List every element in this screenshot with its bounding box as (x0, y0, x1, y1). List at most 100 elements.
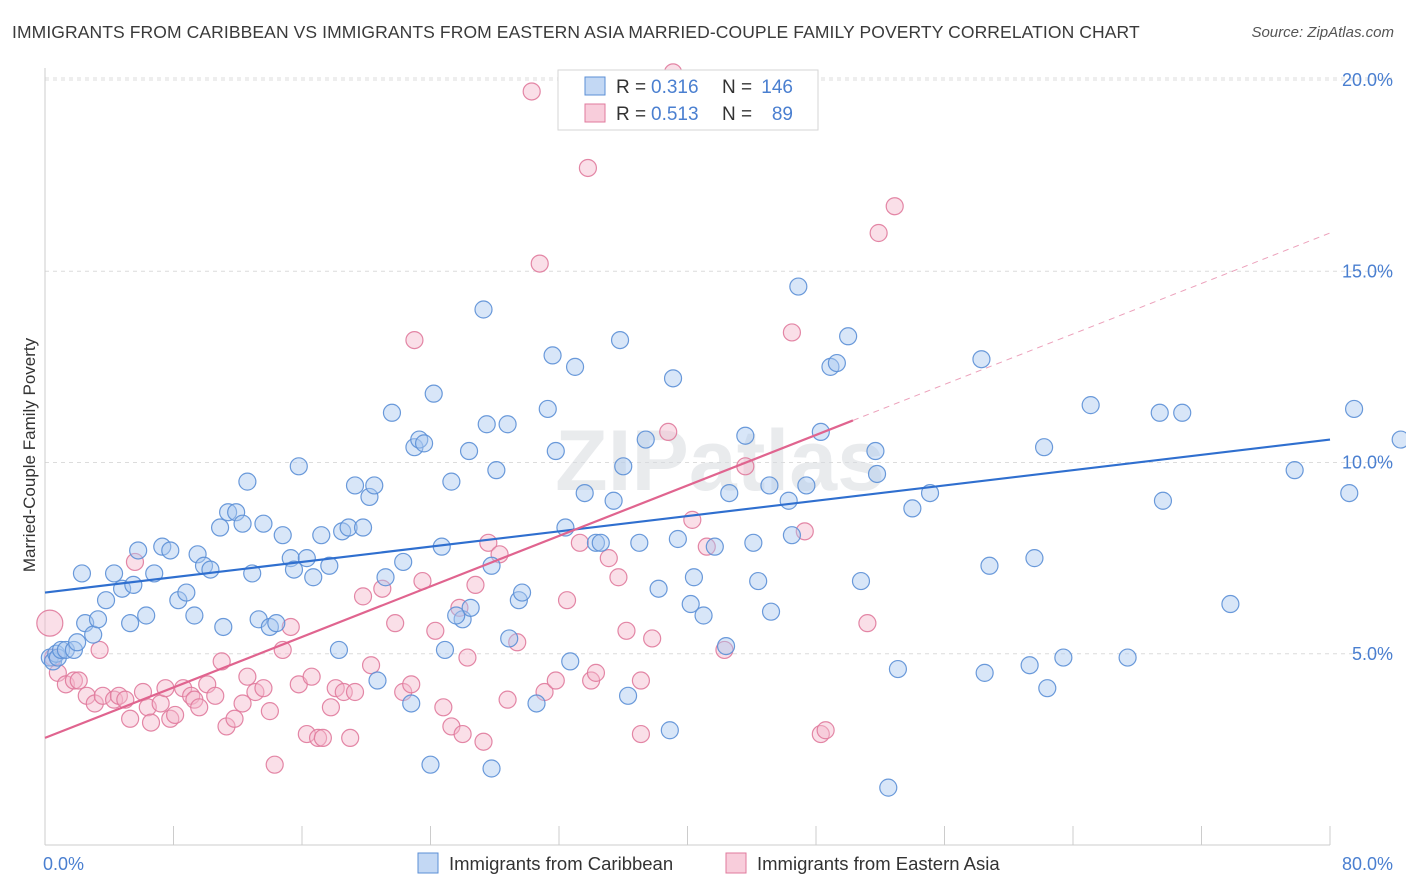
data-point (866, 441, 885, 461)
data-point (360, 487, 379, 507)
data-point (1054, 648, 1073, 667)
data-point (888, 659, 908, 679)
y-tick-label: 15.0% (1342, 261, 1393, 281)
data-point (104, 564, 124, 583)
data-point (72, 564, 92, 583)
data-point (705, 537, 724, 556)
data-point (975, 663, 994, 682)
data-point (749, 571, 768, 591)
data-point (442, 472, 461, 491)
data-point (145, 564, 164, 583)
data-point (426, 621, 445, 640)
data-point (586, 533, 606, 552)
data-point (565, 357, 585, 376)
trend-lines (44, 232, 1331, 739)
data-point (320, 556, 339, 575)
data-point (414, 434, 434, 453)
data-point (424, 384, 443, 403)
data-point (538, 399, 557, 419)
data-point (1150, 403, 1169, 422)
data-point (304, 568, 323, 587)
data-point (1020, 656, 1039, 675)
data-point (1285, 461, 1304, 480)
data-point (1025, 549, 1044, 568)
data-point (210, 518, 230, 537)
data-point (345, 476, 365, 495)
data-point (649, 579, 668, 598)
series-caribbean (40, 277, 1406, 797)
data-point (543, 346, 562, 365)
data-point (630, 533, 649, 552)
trend-extension-eastern-asia (852, 232, 1331, 421)
data-point (402, 694, 421, 713)
data-point (289, 457, 308, 476)
legend-r-label: R = (616, 104, 646, 125)
trend-line-caribbean (44, 438, 1331, 594)
legend-bottom-swatch (725, 852, 747, 874)
data-point (382, 403, 402, 422)
data-point (177, 583, 196, 602)
data-point (321, 698, 341, 717)
x-tick-label: 0.0% (43, 854, 84, 874)
data-point (1340, 484, 1359, 503)
y-tick-label: 10.0% (1342, 453, 1393, 473)
data-point (557, 591, 577, 610)
data-point (512, 583, 532, 602)
data-point (386, 614, 405, 633)
data-point (129, 541, 148, 560)
data-point (782, 526, 802, 545)
data-point (69, 671, 88, 690)
data-point (858, 614, 877, 633)
data-point (694, 606, 713, 625)
data-point (345, 682, 365, 702)
data-point (527, 694, 546, 713)
data-point (373, 579, 392, 598)
data-point (474, 300, 493, 319)
axes (44, 68, 1331, 846)
data-point (867, 464, 887, 484)
data-point (188, 545, 207, 564)
data-point (260, 702, 279, 721)
data-point (851, 571, 871, 591)
data-point (68, 633, 87, 652)
data-point (561, 652, 580, 671)
data-point (254, 679, 273, 698)
data-point (879, 778, 898, 797)
data-point (972, 350, 991, 369)
legend-bottom-label: Immigrants from Caribbean (449, 853, 673, 874)
data-point (1391, 430, 1406, 449)
data-point (121, 614, 140, 633)
data-point (782, 323, 802, 342)
data-point (614, 457, 633, 476)
data-point (477, 415, 496, 434)
data-point (760, 476, 779, 495)
data-point (421, 755, 440, 774)
data-point (368, 671, 387, 690)
data-point (591, 533, 610, 552)
data-point (570, 533, 589, 552)
data-point (631, 671, 651, 690)
data-point (530, 254, 549, 273)
data-point (458, 648, 477, 667)
data-point (466, 575, 485, 595)
data-point (339, 518, 358, 537)
data-point (482, 759, 501, 778)
data-point (779, 491, 798, 510)
data-point (137, 606, 156, 625)
data-point (474, 732, 493, 751)
data-point (376, 568, 395, 587)
data-point (716, 636, 736, 656)
data-point (313, 728, 332, 748)
data-point (659, 422, 678, 441)
data-point (267, 614, 286, 633)
data-point (297, 549, 316, 568)
data-point (161, 541, 180, 560)
data-point (206, 686, 225, 705)
data-point (610, 331, 630, 350)
x-tick-label: 80.0% (1342, 854, 1393, 874)
data-point (265, 755, 284, 774)
legend-box: R = 0.316 N = 146 R = 0.513 N = 89 (557, 69, 819, 131)
legend-swatch (584, 103, 606, 123)
data-point (1221, 594, 1240, 614)
